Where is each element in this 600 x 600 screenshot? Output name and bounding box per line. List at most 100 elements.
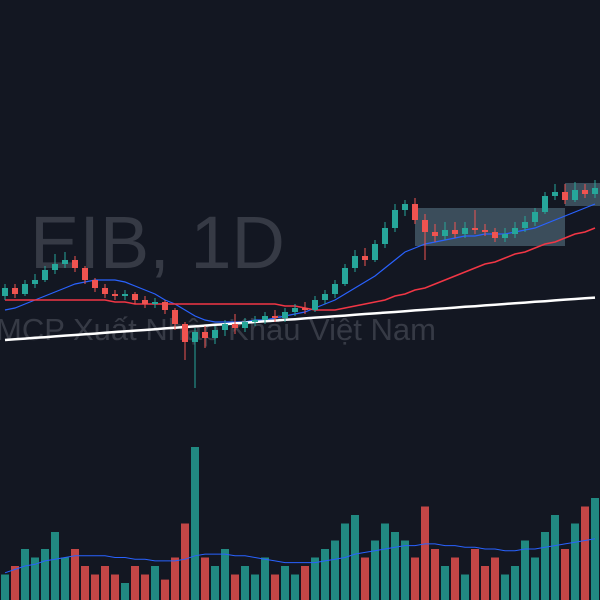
candle-body (232, 324, 238, 328)
candle-body (242, 322, 248, 328)
candle-body (32, 280, 38, 284)
volume-bar (51, 532, 59, 600)
volume-bar (141, 574, 149, 600)
candle-body (252, 320, 258, 322)
volume-bar (451, 557, 459, 600)
candle-body (572, 190, 578, 200)
candle-body (382, 228, 388, 244)
volume-bar (531, 557, 539, 600)
candle-body (212, 330, 218, 338)
volume-bar (311, 557, 319, 600)
volume-bar (71, 549, 79, 600)
volume-bar (571, 523, 579, 600)
volume-bar (441, 566, 449, 600)
volume-bar (431, 549, 439, 600)
candle-body (122, 294, 128, 296)
candle-body (72, 260, 78, 268)
volume-bar (81, 566, 89, 600)
volume-bar (121, 583, 129, 600)
candle-body (582, 190, 588, 194)
candle-body (342, 268, 348, 284)
range-box (415, 208, 565, 246)
volume-bar (321, 549, 329, 600)
candle-body (502, 234, 508, 238)
volume-bar (201, 557, 209, 600)
volume-bar (31, 557, 39, 600)
candle-body (292, 308, 298, 312)
volume-bar (191, 447, 199, 600)
volume-bar (501, 574, 509, 600)
candle-body (312, 300, 318, 310)
volume-bar (491, 557, 499, 600)
candle-body (472, 228, 478, 230)
volume-bar (281, 566, 289, 600)
candle-body (222, 324, 228, 330)
volume-bar (221, 549, 229, 600)
volume-bar (41, 549, 49, 600)
volume-bar (1, 574, 9, 600)
candle-body (282, 312, 288, 318)
volume-bar (461, 574, 469, 600)
candle-body (442, 230, 448, 236)
candle-body (52, 264, 58, 270)
volume-bar (511, 566, 519, 600)
candle-body (592, 188, 598, 194)
candle-body (552, 192, 558, 196)
candle-body (542, 196, 548, 212)
volume-bar (551, 515, 559, 600)
volume-bar (161, 579, 169, 600)
candle-body (192, 332, 198, 342)
volume-bar (591, 498, 599, 600)
volume-bar (91, 574, 99, 600)
volume-bar (151, 566, 159, 600)
volume-bar (371, 540, 379, 600)
candle-body (82, 268, 88, 280)
volume-bar (541, 532, 549, 600)
candle-body (562, 192, 568, 200)
volume-bar (171, 557, 179, 600)
volume-bar (211, 566, 219, 600)
volume-bar (581, 506, 589, 600)
volume-bar (111, 574, 119, 600)
watermark-subtitle: MCP Xuất Nhập Khẩu Việt Nam (0, 312, 436, 347)
candle-body (302, 308, 308, 310)
volume-bar (471, 549, 479, 600)
candle-body (352, 256, 358, 268)
candle-body (182, 324, 188, 342)
volume-bar (331, 540, 339, 600)
volume-bar (261, 557, 269, 600)
volume-bar (241, 566, 249, 600)
volume-bar (231, 574, 239, 600)
candle-body (422, 220, 428, 232)
volume-bar (271, 574, 279, 600)
volume-bar (481, 566, 489, 600)
volume-bar (561, 549, 569, 600)
candle-body (462, 228, 468, 234)
volume-bar (351, 515, 359, 600)
volume-bar (291, 574, 299, 600)
candle-body (112, 294, 118, 296)
candle-body (532, 212, 538, 222)
volume-bar (101, 566, 109, 600)
candle-body (12, 288, 18, 294)
volume-bar (131, 566, 139, 600)
volume-bar (301, 566, 309, 600)
volume-bar (61, 557, 69, 600)
volume-bar (361, 557, 369, 600)
candle-body (202, 332, 208, 338)
candle-body (332, 284, 338, 294)
candle-body (482, 230, 488, 232)
candle-body (512, 228, 518, 234)
candle-body (402, 204, 408, 210)
candle-body (392, 210, 398, 228)
candle-body (412, 204, 418, 220)
candle-body (362, 256, 368, 260)
candle-body (522, 222, 528, 228)
candle-body (92, 280, 98, 288)
candle-body (162, 302, 168, 310)
candle-body (152, 302, 158, 304)
volume-bar (341, 523, 349, 600)
volume-bar (411, 557, 419, 600)
